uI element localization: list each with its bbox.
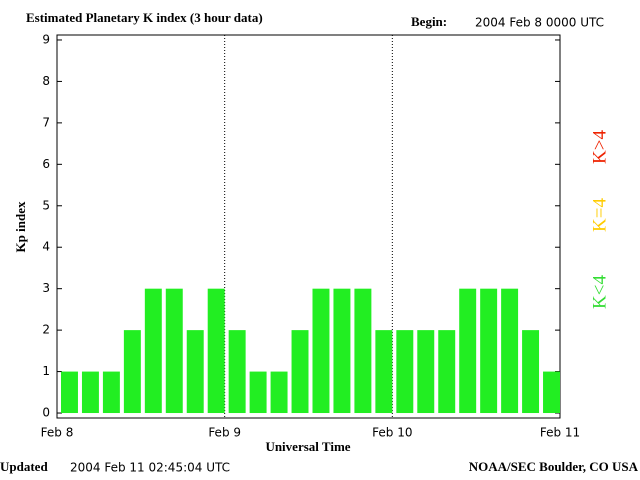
y-axis-label: Kp index [13, 201, 28, 252]
updated-label: Updated [0, 459, 48, 474]
begin-label: Begin: [411, 14, 447, 29]
y-tick-label: 7 [42, 115, 50, 129]
bar [459, 288, 477, 414]
bar [333, 288, 351, 414]
bar [165, 288, 183, 414]
plot-frame [56, 34, 561, 419]
y-tick-label: 6 [42, 157, 50, 171]
y-tick-label: 5 [42, 198, 50, 212]
bar [291, 330, 309, 414]
legend-entry: K=4 [589, 198, 610, 232]
bar [186, 330, 204, 414]
y-tick-label: 4 [42, 240, 50, 254]
bar [417, 330, 435, 414]
bar [249, 371, 267, 414]
bar [522, 330, 540, 414]
bar [375, 330, 393, 414]
x-tick-label: Feb 11 [540, 426, 580, 440]
y-tick-label: 3 [42, 281, 50, 295]
y-tick-label: 9 [42, 32, 50, 46]
x-tick-label: Feb 10 [372, 426, 412, 440]
bar [61, 371, 78, 414]
legend-entry: K>4 [589, 130, 610, 164]
bar [81, 371, 99, 414]
bar [354, 288, 372, 414]
y-tick-label: 1 [42, 364, 50, 378]
bar [480, 288, 498, 414]
bar [144, 288, 162, 414]
bar [501, 288, 519, 414]
y-tick-label: 8 [42, 74, 50, 88]
y-tick-label: 0 [42, 406, 50, 420]
bar [543, 371, 560, 414]
legend-entry: K<4 [589, 275, 610, 309]
credit: NOAA/SEC Boulder, CO USA [469, 459, 639, 474]
bar [312, 288, 330, 414]
bar [396, 330, 414, 414]
bar [270, 371, 288, 414]
x-tick-label: Feb 9 [208, 426, 241, 440]
begin-value: 2004 Feb 8 0000 UTC [475, 16, 604, 30]
x-tick-label: Feb 8 [41, 426, 74, 440]
bar [438, 330, 456, 414]
x-axis-label: Universal Time [265, 439, 350, 454]
bar [102, 371, 120, 414]
chart-title: Estimated Planetary K index (3 hour data… [26, 10, 263, 25]
updated-value: 2004 Feb 11 02:45:04 UTC [70, 461, 230, 475]
bar [123, 330, 141, 414]
bar [207, 288, 225, 414]
bar [228, 330, 246, 414]
y-tick-label: 2 [42, 323, 50, 337]
